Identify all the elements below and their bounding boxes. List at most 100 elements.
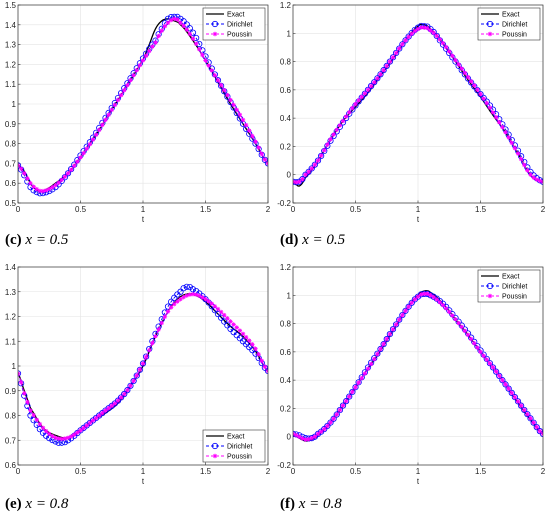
legend-marker-poussin [212, 453, 218, 459]
marker-poussin-4 [303, 172, 308, 177]
x-tick-label-0: 0 [16, 467, 21, 476]
marker-poussin-37 [406, 34, 411, 40]
marker-poussin-21 [81, 425, 86, 431]
marker-poussin-80 [265, 161, 268, 166]
marker-poussin-41 [143, 354, 149, 360]
caption-d-tag: (d) [280, 232, 299, 248]
marker-poussin-74 [522, 407, 527, 413]
marker-poussin-76 [528, 416, 533, 421]
x-axis-label: t [417, 215, 420, 224]
marker-dirichlet-9 [318, 152, 325, 160]
marker-dirichlet-35 [124, 387, 131, 394]
marker-poussin-71 [237, 328, 243, 333]
caption-f: (f) x = 0.8 [280, 496, 342, 513]
marker-poussin-72 [515, 151, 521, 156]
marker-dirichlet-34 [121, 390, 128, 398]
y-tick-label-2: 0.2 [280, 404, 292, 413]
marker-poussin-62 [209, 68, 214, 73]
marker-dirichlet-25 [368, 82, 375, 90]
marker-poussin-20 [78, 428, 83, 433]
plot-series-group [293, 22, 543, 187]
x-tick-label-3: 1.5 [200, 205, 212, 214]
marker-poussin-52 [178, 296, 183, 302]
marker-poussin-58 [472, 341, 477, 346]
caption-f-text: x = 0.8 [298, 496, 342, 512]
marker-poussin-53 [456, 320, 461, 326]
marker-poussin-9 [318, 429, 324, 434]
marker-dirichlet-79 [261, 156, 268, 163]
marker-poussin-59 [475, 345, 480, 350]
marker-dirichlet-75 [524, 411, 531, 418]
y-tick-label-0: 0.6 [5, 461, 17, 470]
marker-poussin-34 [122, 391, 127, 397]
marker-poussin-47 [162, 314, 168, 320]
marker-poussin-49 [443, 44, 449, 50]
marker-poussin-6 [34, 417, 39, 422]
marker-dirichlet-34 [396, 45, 403, 52]
marker-dirichlet-32 [389, 326, 397, 333]
chart-panel-f: 0 0.5 1 1.5 2 -0.2 0 0.2 0.4 0.6 0.8 1 1.2 t Exact Diri… [275, 262, 550, 492]
marker-poussin-13 [331, 132, 336, 137]
marker-poussin-39 [137, 367, 143, 372]
marker-poussin-77 [531, 420, 536, 425]
marker-poussin-41 [143, 53, 149, 58]
marker-poussin-5 [306, 169, 311, 175]
marker-poussin-60 [203, 296, 208, 302]
y-tick-label-4: 1 [12, 362, 17, 371]
marker-poussin-10 [322, 148, 327, 153]
marker-poussin-6 [309, 435, 314, 441]
marker-poussin-62 [484, 100, 489, 106]
y-tick-label-5: 0.8 [280, 58, 292, 67]
marker-poussin-63 [487, 105, 493, 110]
legend-label-poussin: Poussin [502, 32, 527, 39]
marker-poussin-50 [447, 309, 452, 315]
y-tick-label-7: 1.2 [280, 263, 292, 272]
marker-dirichlet-69 [505, 385, 512, 392]
marker-poussin-22 [359, 375, 364, 381]
marker-poussin-34 [397, 46, 402, 51]
marker-poussin-64 [490, 365, 496, 370]
marker-poussin-77 [256, 352, 261, 357]
marker-poussin-2 [297, 434, 302, 439]
chart-panel-d: 0 0.5 1 1.5 2 -0.2 0 0.2 0.4 0.6 0.8 1 1.2 t Exact Diri… [275, 0, 550, 230]
legend-label-exact: Exact [227, 12, 245, 19]
marker-poussin-49 [443, 306, 449, 311]
marker-poussin-4 [28, 408, 33, 413]
marker-poussin-73 [243, 122, 249, 128]
marker-poussin-32 [115, 97, 121, 103]
marker-poussin-33 [393, 322, 399, 327]
marker-poussin-69 [231, 102, 236, 108]
y-tick-label-7: 1.3 [5, 288, 17, 297]
caption-d-text: x = 0.5 [302, 232, 346, 248]
marker-poussin-77 [531, 175, 536, 180]
marker-dirichlet-46 [433, 32, 440, 40]
marker-poussin-60 [203, 58, 208, 63]
marker-poussin-46 [159, 320, 164, 326]
marker-poussin-56 [190, 36, 196, 41]
y-tick-label-3: 0.4 [280, 114, 292, 123]
x-tick-label-1: 0.5 [75, 205, 87, 214]
marker-poussin-68 [228, 319, 233, 324]
marker-poussin-70 [234, 107, 239, 113]
marker-poussin-69 [231, 322, 236, 327]
marker-poussin-66 [222, 312, 227, 318]
marker-poussin-50 [172, 16, 177, 22]
marker-poussin-8 [40, 188, 46, 194]
marker-poussin-20 [353, 385, 358, 390]
marker-poussin-2 [22, 391, 27, 396]
marker-poussin-6 [34, 186, 39, 192]
marker-poussin-40 [140, 58, 146, 63]
marker-poussin-40 [140, 361, 146, 366]
marker-poussin-13 [56, 436, 61, 441]
legend: Exact Dirichlet Poussin [477, 269, 541, 303]
y-tick-label-4: 0.6 [280, 86, 292, 95]
marker-poussin-38 [134, 68, 139, 73]
marker-poussin-51 [450, 53, 455, 59]
marker-dirichlet-64 [489, 364, 497, 371]
marker-poussin-43 [150, 44, 155, 49]
marker-poussin-37 [131, 73, 136, 78]
marker-poussin-8 [40, 425, 46, 431]
marker-poussin-30 [109, 107, 114, 113]
marker-dirichlet-13 [330, 415, 337, 422]
marker-dirichlet-36 [402, 37, 409, 44]
